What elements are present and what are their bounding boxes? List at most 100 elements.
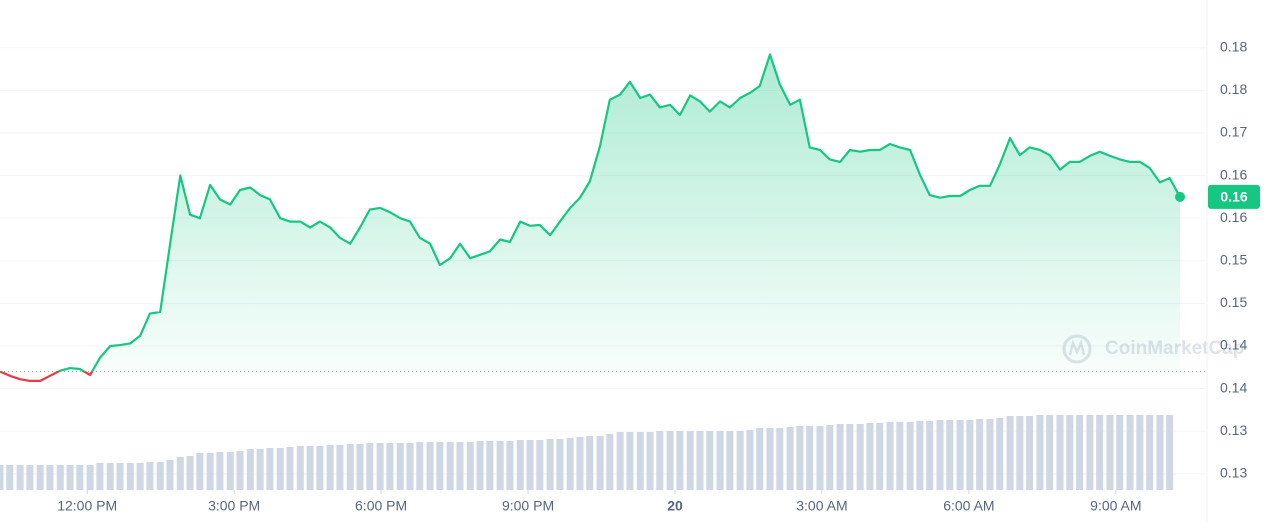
- volume-bar: [296, 446, 304, 490]
- volume-bar: [356, 444, 364, 490]
- volume-bar: [1136, 415, 1144, 490]
- volume-bar: [606, 434, 614, 490]
- current-price-badge: [1208, 184, 1260, 209]
- x-tick-label: 6:00 AM: [943, 498, 994, 514]
- volume-bar: [376, 443, 384, 490]
- volume-bar: [206, 453, 214, 490]
- volume-bar: [926, 421, 934, 490]
- volume-bar: [706, 431, 714, 490]
- volume-bar: [316, 446, 324, 490]
- volume-bars: [0, 415, 1174, 490]
- y-tick-label: 0.17: [1220, 124, 1247, 140]
- volume-bar: [306, 446, 314, 490]
- volume-bar: [866, 423, 874, 490]
- volume-bar: [446, 442, 454, 490]
- volume-bar: [16, 465, 24, 490]
- volume-bar: [936, 420, 944, 490]
- volume-bar: [486, 441, 494, 490]
- volume-bar: [336, 445, 344, 490]
- volume-bar: [6, 465, 14, 490]
- volume-bar: [346, 444, 354, 490]
- volume-bar: [26, 465, 34, 490]
- volume-bar: [836, 424, 844, 490]
- volume-bar: [1156, 415, 1164, 490]
- x-tick-label: 6:00 PM: [355, 498, 407, 514]
- volume-bar: [196, 453, 204, 490]
- volume-bar: [1106, 415, 1114, 490]
- volume-bar: [1046, 415, 1054, 490]
- volume-bar: [406, 443, 414, 490]
- volume-bar: [366, 443, 374, 490]
- volume-bar: [556, 439, 564, 490]
- volume-bar: [916, 421, 924, 490]
- current-price-label: 0.16: [1220, 189, 1247, 205]
- volume-bar: [826, 425, 834, 490]
- volume-bar: [1086, 415, 1094, 490]
- volume-bar: [766, 428, 774, 490]
- volume-bar: [1066, 415, 1074, 490]
- volume-bar: [676, 431, 684, 490]
- x-tick-label: 3:00 AM: [796, 498, 847, 514]
- x-tick-label: 12:00 PM: [57, 498, 117, 514]
- y-tick-label: 0.18: [1220, 38, 1247, 54]
- volume-bar: [1096, 415, 1104, 490]
- volume-bar: [566, 438, 574, 490]
- volume-bar: [66, 465, 74, 490]
- volume-bar: [796, 426, 804, 490]
- volume-bar: [496, 441, 504, 490]
- volume-bar: [596, 436, 604, 490]
- volume-bar: [616, 432, 624, 490]
- volume-bar: [36, 465, 44, 490]
- x-tick-label: 9:00 PM: [502, 498, 554, 514]
- volume-bar: [956, 420, 964, 490]
- volume-bar: [946, 420, 954, 490]
- volume-bar: [76, 465, 84, 490]
- y-tick-label: 0.13: [1220, 465, 1247, 481]
- price-line-up: [0, 53, 1181, 372]
- volume-bar: [176, 457, 184, 490]
- volume-bar: [266, 448, 274, 490]
- volume-bar: [646, 432, 654, 490]
- y-tick-label: 0.16: [1220, 209, 1247, 225]
- volume-bar: [716, 431, 724, 490]
- volume-bar: [0, 465, 4, 490]
- volume-bar: [466, 442, 474, 490]
- volume-bar: [756, 428, 764, 490]
- volume-bar: [396, 443, 404, 490]
- volume-bar: [186, 456, 194, 490]
- volume-bar: [86, 465, 94, 490]
- plot: [0, 53, 1205, 382]
- volume-bar: [1026, 416, 1034, 490]
- volume-bar: [686, 431, 694, 490]
- price-area: [0, 54, 1181, 372]
- volume-bar: [506, 441, 514, 490]
- volume-bar: [1116, 415, 1124, 490]
- volume-bar: [256, 449, 264, 490]
- volume-bar: [166, 460, 174, 490]
- volume-bar: [456, 442, 464, 490]
- volume-bar: [1036, 415, 1044, 490]
- volume-bar: [986, 419, 994, 490]
- volume-bar: [216, 452, 224, 490]
- volume-bar: [576, 437, 584, 490]
- volume-bar: [1076, 415, 1084, 490]
- volume-bar: [1016, 416, 1024, 490]
- volume-bar: [546, 439, 554, 490]
- volume-bar: [476, 441, 484, 490]
- volume-bar: [246, 449, 254, 490]
- volume-bar: [806, 426, 814, 490]
- y-tick-label: 0.16: [1220, 166, 1247, 182]
- volume-bar: [436, 442, 444, 490]
- x-tick-label: 9:00 AM: [1090, 498, 1141, 514]
- volume-bar: [46, 465, 54, 490]
- volume-bar: [856, 424, 864, 490]
- volume-bar: [116, 463, 124, 490]
- x-tick-label: 20: [667, 498, 683, 514]
- volume-bar: [1146, 415, 1154, 490]
- volume-bar: [846, 424, 854, 490]
- volume-bar: [736, 431, 744, 490]
- volume-bar: [976, 419, 984, 490]
- volume-bar: [56, 465, 64, 490]
- volume-bar: [236, 451, 244, 490]
